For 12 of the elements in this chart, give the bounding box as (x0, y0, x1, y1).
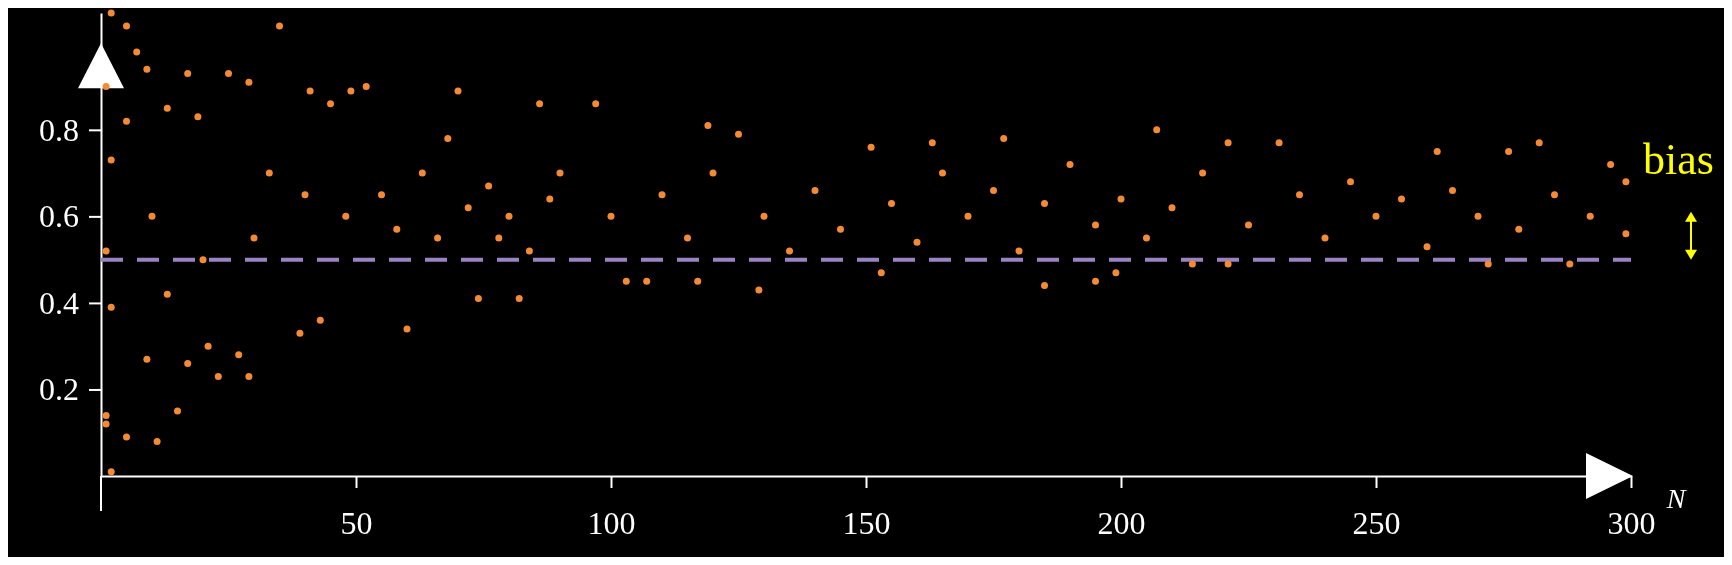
x-axis-title: N (1665, 483, 1687, 514)
y-tick-label: 0.8 (39, 111, 79, 148)
x-tick-label: 250 (1352, 505, 1401, 542)
x-tick-label: 150 (842, 505, 891, 542)
y-tick-label: 0.6 (39, 198, 79, 235)
x-tick-label: 100 (587, 505, 636, 542)
x-tick-label: 50 (340, 505, 373, 542)
y-tick-label: 0.2 (39, 371, 79, 408)
text: bias (1643, 134, 1714, 184)
y-tick-label: 0.4 (39, 284, 79, 321)
x-tick-label: 300 (1607, 505, 1656, 542)
x-tick-label: 200 (1097, 505, 1146, 542)
